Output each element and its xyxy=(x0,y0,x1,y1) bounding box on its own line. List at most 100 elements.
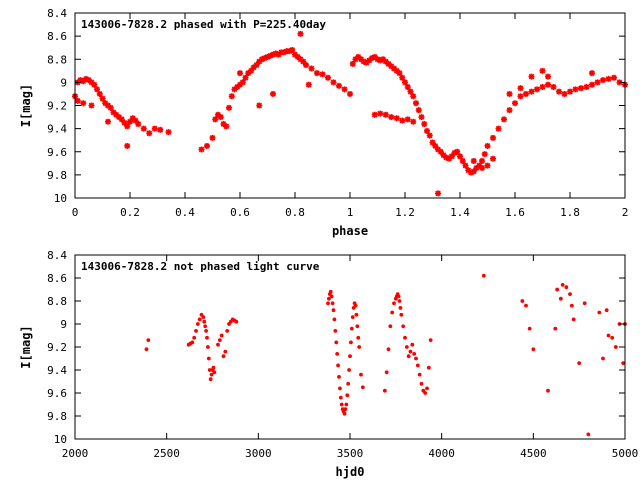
data-point xyxy=(91,81,98,88)
data-point xyxy=(289,47,296,53)
data-point xyxy=(74,97,81,104)
data-point xyxy=(404,84,411,90)
data-point xyxy=(369,55,375,62)
data-point xyxy=(88,79,95,86)
data-point xyxy=(440,152,447,159)
data-point xyxy=(404,345,409,349)
data-point xyxy=(305,81,312,88)
data-point xyxy=(550,84,557,90)
data-point xyxy=(157,126,164,133)
phased-x-axis-label: phase xyxy=(332,224,368,238)
data-point xyxy=(527,326,532,331)
data-point xyxy=(80,100,87,107)
data-point xyxy=(604,308,609,313)
data-point xyxy=(459,158,466,164)
data-point xyxy=(308,65,315,72)
x-tick-label: 1 xyxy=(347,206,354,219)
data-point xyxy=(325,74,331,81)
data-point xyxy=(197,317,202,322)
x-tick-label: 5000 xyxy=(612,447,639,460)
data-point xyxy=(425,386,429,391)
data-point xyxy=(146,338,151,342)
data-point xyxy=(337,375,341,379)
data-point xyxy=(539,84,546,90)
data-point xyxy=(113,111,120,118)
data-point xyxy=(338,395,343,400)
data-point xyxy=(124,142,131,149)
data-point xyxy=(219,333,224,338)
x-tick-label: 1.8 xyxy=(560,206,580,219)
y-tick-label: 9 xyxy=(60,318,67,331)
data-point xyxy=(415,363,420,368)
data-point xyxy=(386,347,391,352)
x-tick-label: 2500 xyxy=(153,447,180,460)
data-point xyxy=(124,123,131,130)
data-point xyxy=(465,167,472,174)
data-point xyxy=(424,127,430,134)
data-point xyxy=(348,354,352,359)
data-point xyxy=(221,354,226,359)
data-point xyxy=(479,164,485,171)
data-point xyxy=(558,296,563,301)
data-point xyxy=(259,56,265,63)
data-point xyxy=(165,129,172,136)
data-point xyxy=(403,335,407,340)
data-point xyxy=(343,407,348,411)
phased-y-axis-label: I[mag] xyxy=(19,84,33,127)
x-tick-label: 3000 xyxy=(245,447,272,460)
data-point xyxy=(396,294,401,299)
data-point xyxy=(140,125,147,132)
data-point xyxy=(524,303,528,308)
data-point xyxy=(292,51,298,58)
data-point xyxy=(437,148,444,155)
phased-plot-frame xyxy=(74,12,626,199)
phased-light-curve-chart: 0 0.2 0.4 0.6 0.8 1 1.2 1.4 1.6 1.8 2 8.4 8.6 8.8 9 9.2… xyxy=(19,7,628,238)
data-point xyxy=(414,356,418,361)
data-point xyxy=(80,78,87,85)
data-point xyxy=(404,116,411,123)
data-point xyxy=(517,85,524,92)
data-point xyxy=(102,100,109,107)
data-point xyxy=(349,60,356,67)
data-point xyxy=(421,121,428,127)
data-point xyxy=(127,118,133,125)
data-point xyxy=(237,81,243,88)
data-point xyxy=(568,292,572,296)
data-point xyxy=(388,114,395,121)
data-point xyxy=(377,110,384,117)
data-point xyxy=(388,324,393,329)
data-point xyxy=(490,155,496,162)
data-point xyxy=(333,329,338,333)
data-point xyxy=(583,84,590,90)
y-tick-label: 9.2 xyxy=(47,341,67,354)
data-point xyxy=(520,299,525,303)
x-tick-label: 1.2 xyxy=(395,206,415,219)
y-tick-label: 9 xyxy=(60,76,67,89)
data-point xyxy=(382,58,389,65)
data-point xyxy=(326,301,330,306)
data-point xyxy=(446,155,452,162)
data-point xyxy=(294,53,301,60)
data-point xyxy=(357,345,362,349)
data-point xyxy=(399,74,406,81)
data-point xyxy=(248,67,254,74)
data-point xyxy=(432,142,439,149)
data-point xyxy=(451,149,458,156)
data-point xyxy=(314,70,320,77)
data-point xyxy=(481,151,488,158)
y-tick-label: 10 xyxy=(54,433,67,446)
data-point xyxy=(267,52,274,59)
data-point xyxy=(454,148,461,155)
data-point xyxy=(539,67,546,74)
data-point xyxy=(406,354,411,359)
data-point xyxy=(206,356,211,361)
data-point xyxy=(371,111,378,118)
y-tick-label: 9.8 xyxy=(47,169,67,182)
y-tick-label: 9.4 xyxy=(47,123,67,136)
data-point xyxy=(349,326,354,331)
data-point xyxy=(605,75,612,82)
data-point xyxy=(435,146,441,153)
data-point xyxy=(209,134,216,141)
y-tick-label: 8.4 xyxy=(47,7,67,20)
data-point xyxy=(256,102,263,109)
